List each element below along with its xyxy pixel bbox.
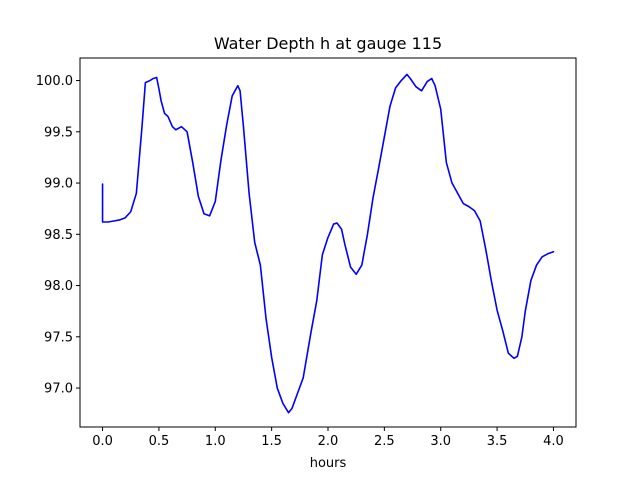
axes-frame: [79, 57, 577, 428]
x-axis-label: hours: [310, 456, 347, 471]
x-tick-label: 0.5: [149, 434, 170, 449]
y-tick-label: 97.0: [44, 382, 73, 397]
x-tick-label: 1.0: [205, 434, 226, 449]
x-tick-label: 3.5: [487, 434, 508, 449]
y-tick-label: 100.0: [36, 74, 73, 89]
x-tick-label: 0.0: [92, 434, 113, 449]
axis-ticks: 0.0 0.5 1.0 1.5 2.0 2.5 3.0 3.5 4.0 97.0 97.5 98.0 9…: [36, 74, 564, 449]
y-tick-label: 99.0: [44, 177, 73, 192]
x-tick-label: 2.0: [318, 434, 339, 449]
x-tick-label: 2.5: [374, 434, 395, 449]
x-tick-label: 4.0: [543, 434, 564, 449]
y-tick-label: 97.5: [44, 330, 73, 345]
x-tick-label: 3.0: [430, 434, 451, 449]
plot-area: [101, 73, 555, 414]
y-tick-label: 98.5: [44, 228, 73, 243]
y-tick-label: 98.0: [44, 279, 73, 294]
x-tick-label: 1.5: [261, 434, 282, 449]
series-line: [101, 73, 555, 414]
chart-title: Water Depth h at gauge 115: [214, 34, 442, 53]
y-tick-label: 99.5: [44, 125, 73, 140]
